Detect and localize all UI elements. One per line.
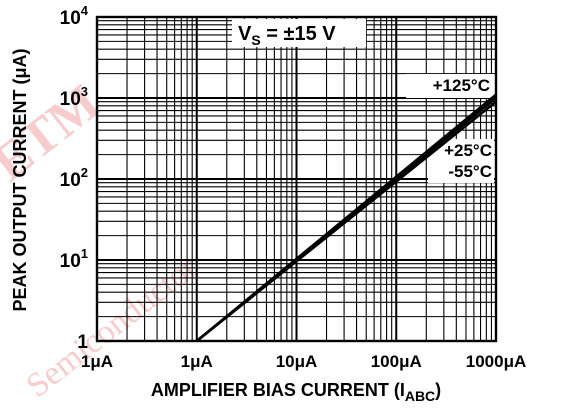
x-axis-label: AMPLIFIER BIAS CURRENT (IABC) bbox=[151, 380, 441, 404]
supply-voltage-annotation: VS = ±15 V bbox=[238, 23, 336, 48]
x-tick-label: 1000μA bbox=[466, 352, 527, 371]
x-tick-label: 1μA bbox=[181, 352, 213, 371]
plot-frame bbox=[95, 15, 498, 343]
y-tick-label: 102 bbox=[60, 165, 88, 191]
supply-voltage-text: VS = ±15 V bbox=[238, 23, 336, 48]
temperature-labels: +125°C +25°C -55°C bbox=[433, 76, 492, 181]
x-tick-label: 10μA bbox=[276, 352, 318, 371]
series-line bbox=[195, 100, 497, 343]
supply-label-background bbox=[232, 19, 366, 47]
temperature-label: +125°C bbox=[433, 76, 490, 95]
y-axis-label: PEAK OUTPUT CURRENT (μA) bbox=[10, 48, 30, 311]
x-tick-label: 1μA bbox=[81, 352, 113, 371]
y-tick-label: 104 bbox=[60, 3, 89, 29]
temp-label-background-1 bbox=[406, 74, 494, 98]
grid bbox=[97, 17, 496, 341]
y-tick-label: 101 bbox=[60, 246, 88, 272]
y-tick-labels: 1 101 102 103 104 bbox=[60, 3, 89, 353]
y-tick-label: 1 bbox=[77, 332, 88, 353]
temperature-label: +25°C bbox=[444, 141, 492, 160]
x-tick-label: 100μA bbox=[371, 352, 422, 371]
y-tick-label: 103 bbox=[60, 84, 88, 110]
x-tick-labels: 1μA 1μA 10μA 100μA 1000μA bbox=[81, 352, 526, 371]
series-group bbox=[195, 93, 497, 343]
temperature-label: -55°C bbox=[448, 162, 492, 181]
